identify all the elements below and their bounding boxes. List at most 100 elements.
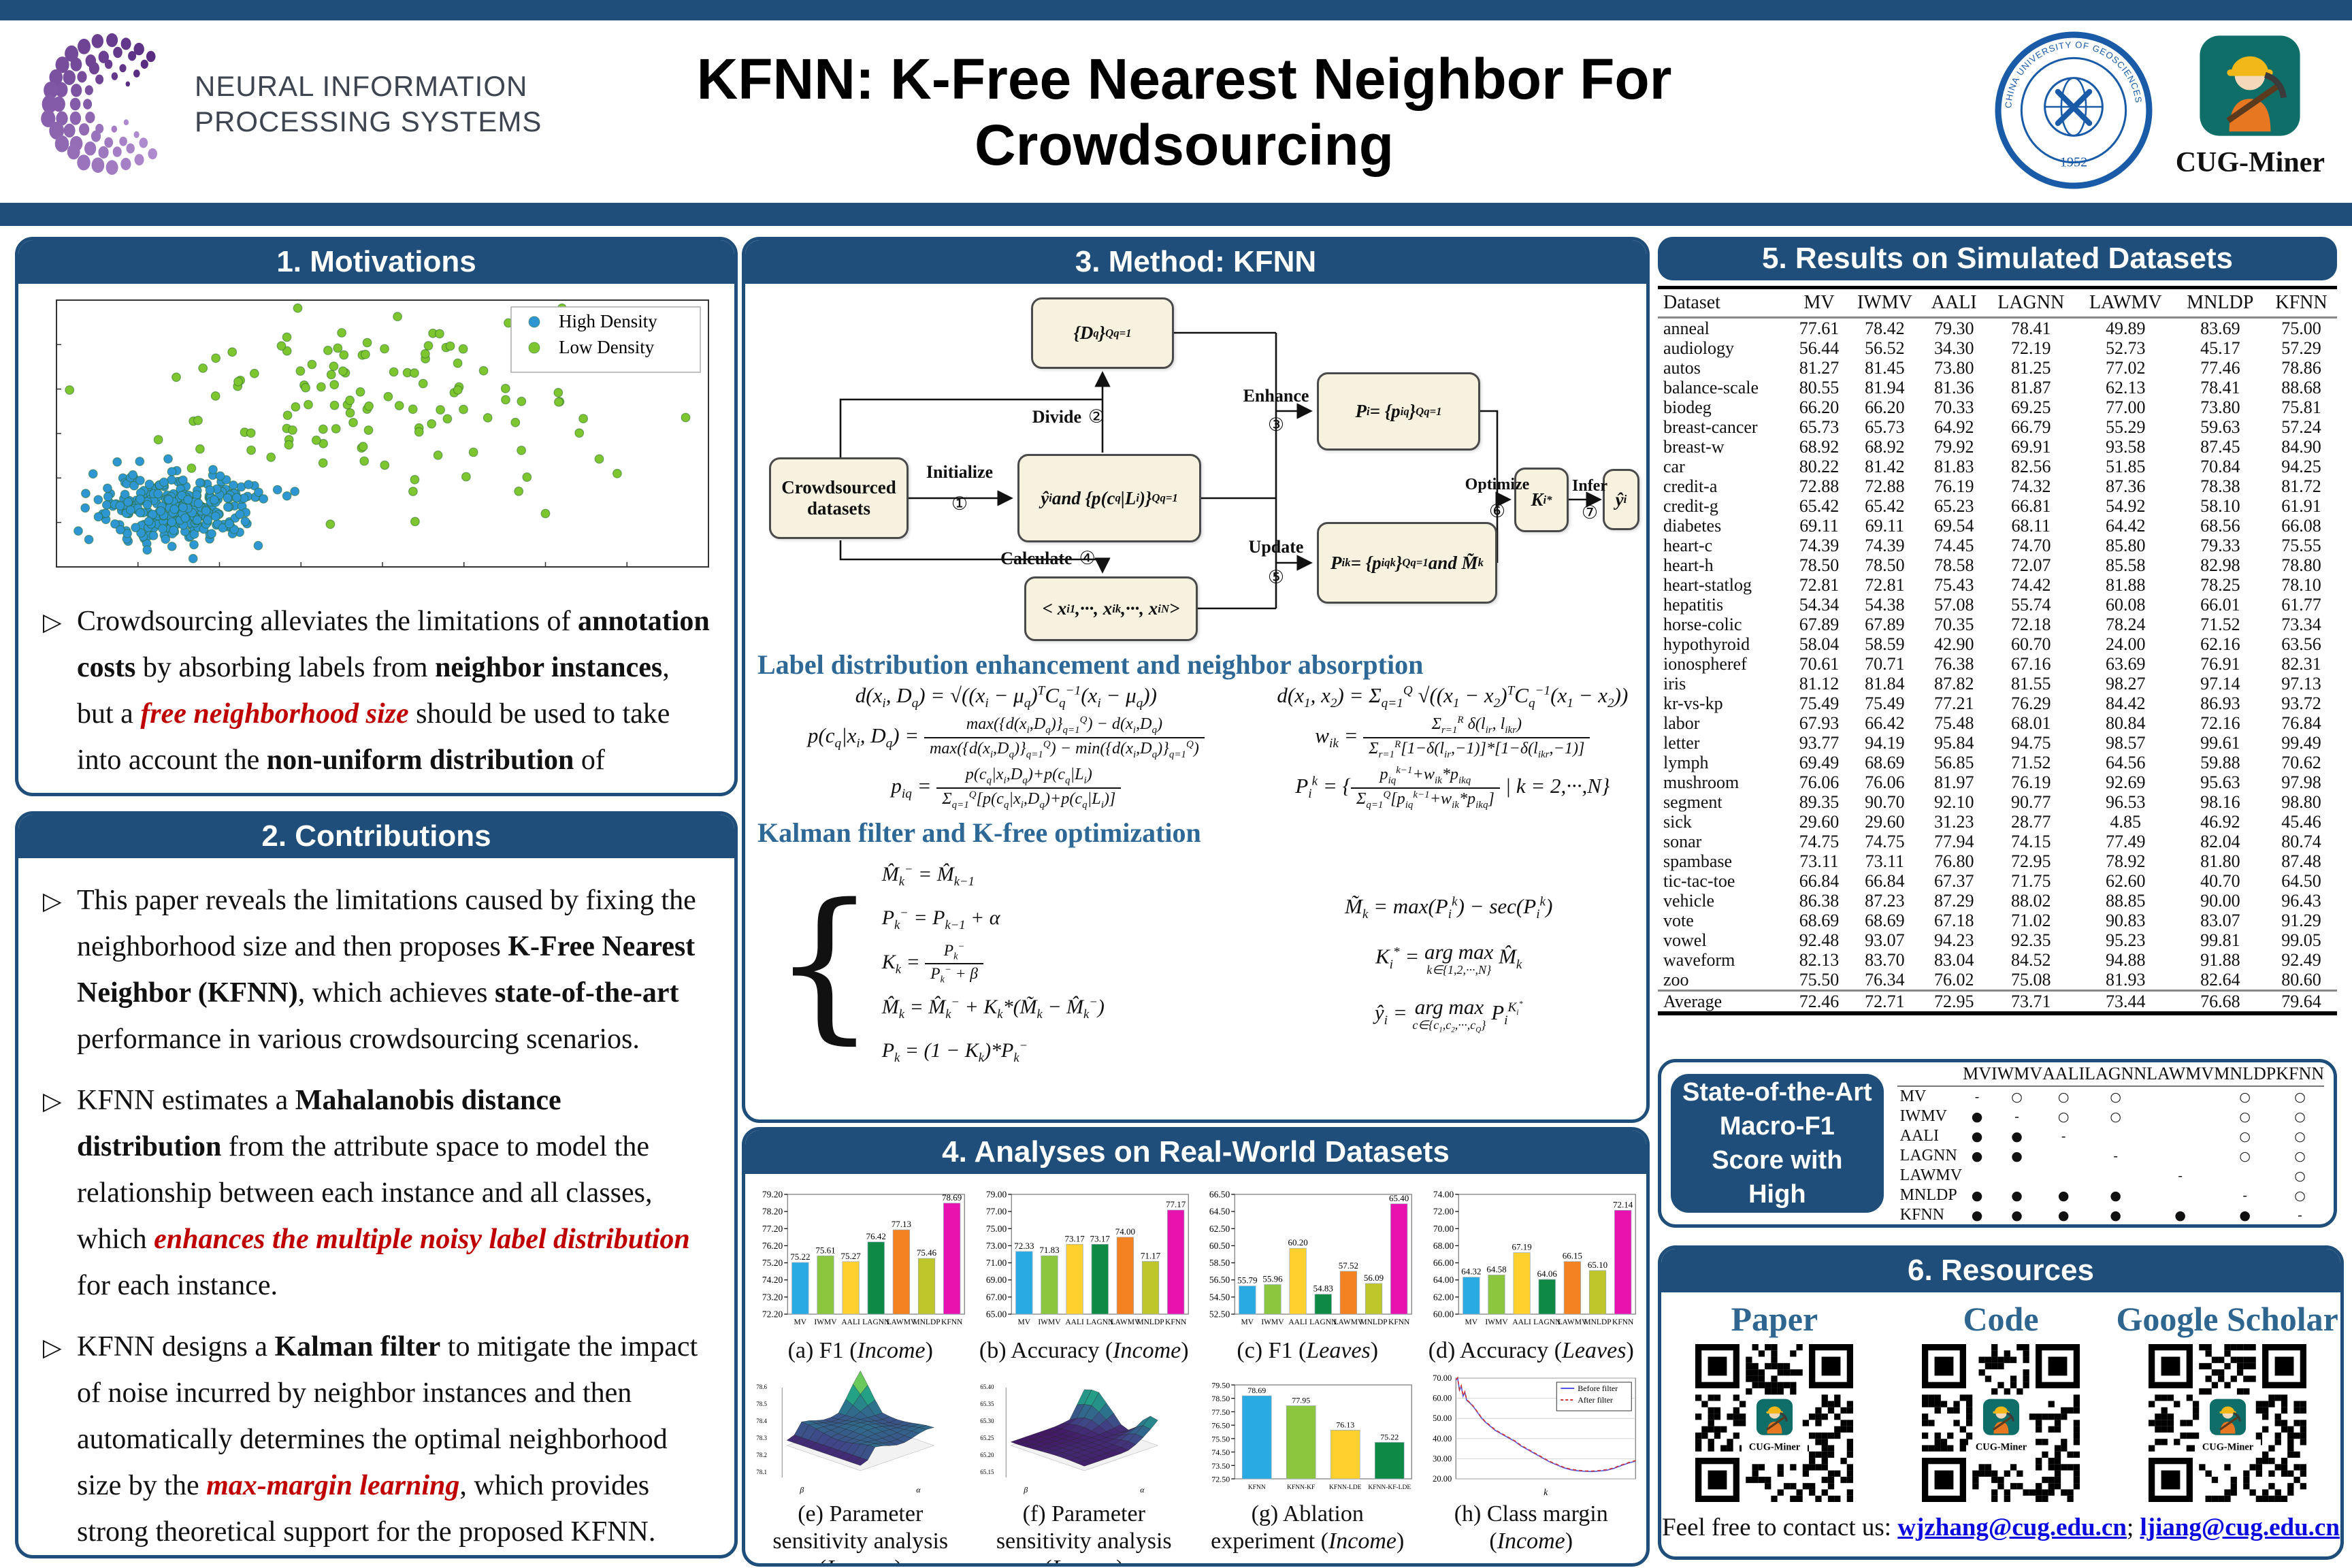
svg-text:55.96: 55.96 — [1262, 1274, 1283, 1284]
email-ljiang[interactable]: ljiang@cug.edu.cn — [2140, 1514, 2340, 1541]
equation: M̃k = max(Pik) − sec(Pik) — [1345, 894, 1553, 921]
svg-text:75.50: 75.50 — [1211, 1434, 1230, 1443]
svg-text:78.1: 78.1 — [756, 1469, 767, 1475]
panel-motivations: 1. Motivations High Density Low Density ▷… — [15, 237, 738, 796]
panel-resources: 6. Resources Paper Code Google Scholar C… — [1658, 1245, 2344, 1560]
equation: M̂k− = M̂k−1 — [881, 862, 975, 889]
table-row: letter 93.77 94.19 95.84 94.75 98.57 99.61 99.4… — [1663, 733, 2321, 753]
table-row: audiology 56.44 56.52 34.30 72.19 52.73 45.17 5… — [1663, 338, 2321, 358]
svg-text:72.00: 72.00 — [1433, 1207, 1454, 1217]
cug-miner-logo: CUG-Miner — [2176, 31, 2325, 179]
svg-text:KFNN-KF: KFNN-KF — [1287, 1484, 1315, 1491]
svg-text:LAGNN: LAGNN — [862, 1318, 890, 1326]
email-wjzhang[interactable]: wjzhang@cug.edu.cn — [1897, 1514, 2127, 1541]
svg-text:65.10: 65.10 — [1587, 1260, 1607, 1270]
svg-text:CUG-Miner: CUG-Miner — [2202, 1442, 2254, 1453]
svg-text:KFNN: KFNN — [941, 1318, 963, 1326]
svg-text:β: β — [799, 1485, 804, 1494]
chart-class-margin: 20.00 30.00 40.00 50.00 60.00 70.00 Before fil… — [1422, 1369, 1642, 1563]
lde-equations: d(xi, Dq) = √((xi − μq)TCq−1(xi − μq)) d… — [745, 682, 1646, 813]
svg-text:76.42: 76.42 — [866, 1231, 886, 1241]
significance-row: MNLDP ● ● ● ● - ○ — [1899, 1186, 2306, 1204]
svg-text:66.00: 66.00 — [1433, 1258, 1454, 1268]
svg-text:76.50: 76.50 — [1211, 1421, 1230, 1431]
svg-text:73.17: 73.17 — [1064, 1233, 1085, 1243]
svg-text:IWMV: IWMV — [1485, 1318, 1508, 1326]
bullet-arrow-icon: ▷ — [43, 1088, 62, 1115]
poster-header: NEURAL INFORMATION PROCESSING SYSTEMS KF… — [0, 20, 2352, 225]
section-title-results: 5. Results on Simulated Datasets — [1658, 237, 2337, 280]
svg-text:KFNN: KFNN — [1612, 1318, 1634, 1326]
table-row: heart-h 78.50 78.50 78.58 72.07 85.58 82.98 78.… — [1663, 555, 2321, 575]
method-subhead-lde: Label distribution enhancement and neigh… — [757, 649, 1424, 680]
significance-row: KFNN ● ● ● ● ● ● - — [1897, 1205, 2324, 1224]
table-row: anneal 77.61 78.42 79.30 78.41 49.89 83.69 75.0… — [1663, 318, 2321, 338]
svg-text:66.50: 66.50 — [1209, 1190, 1230, 1200]
table-row: autos 81.27 81.45 73.80 81.25 77.02 77.46 78.86 — [1663, 358, 2321, 378]
svg-text:76.20: 76.20 — [762, 1241, 783, 1251]
table-row: zoo 75.50 76.34 76.02 75.08 81.93 82.64 80.60 — [1663, 970, 2321, 990]
table-row: breast-w 68.92 68.92 79.92 69.91 93.58 87.45 84… — [1663, 437, 2321, 457]
neurips-logo-text: NEURAL INFORMATION PROCESSING SYSTEMS — [195, 70, 542, 137]
svg-text:AALI: AALI — [1065, 1318, 1084, 1326]
svg-text:20.00: 20.00 — [1433, 1474, 1452, 1484]
table-row: breast-cancer 65.73 65.73 64.92 66.79 55.29 59… — [1663, 417, 2321, 437]
chart-sensitivity-income: 78.1 78.2 78.3 78.4 78.5 78.6 α β (e) Parameter … — [751, 1369, 970, 1563]
svg-text:CUG-Miner: CUG-Miner — [1976, 1442, 2027, 1453]
svg-text:β: β — [1023, 1485, 1028, 1494]
svg-text:72.14: 72.14 — [1613, 1199, 1633, 1209]
svg-text:57.52: 57.52 — [1339, 1260, 1358, 1271]
svg-text:67.00: 67.00 — [985, 1292, 1007, 1302]
contribution-bullet: ▷ KFNN estimates a Mahalanobis distance … — [42, 1077, 711, 1309]
svg-text:64.58: 64.58 — [1486, 1264, 1506, 1274]
svg-text:74.50: 74.50 — [1211, 1448, 1230, 1457]
svg-text:CUG-Miner: CUG-Miner — [1749, 1442, 1801, 1453]
title-block: KFNN: K-Free Nearest Neighbor For Crowds… — [517, 46, 1851, 226]
equation: Pk = (1 − Kk)*Pk− — [881, 1038, 1028, 1065]
svg-text:72.50: 72.50 — [1211, 1475, 1230, 1484]
svg-text:54.83: 54.83 — [1313, 1284, 1333, 1294]
svg-text:73.20: 73.20 — [762, 1292, 783, 1302]
table-row: iris 81.12 81.84 87.82 81.55 98.27 97.14 97.13 — [1663, 674, 2321, 693]
table-row: horse-colic 67.89 67.89 70.35 72.18 78.24 71.5… — [1663, 615, 2321, 634]
svg-text:55.79: 55.79 — [1237, 1275, 1257, 1286]
table-row: balance-scale 80.55 81.94 81.36 81.87 62.13 78… — [1663, 378, 2321, 397]
table-row: tic-tac-toe 66.84 66.84 67.37 71.75 62.60 40.7… — [1663, 871, 2321, 891]
system-brace: { — [772, 868, 877, 1060]
neurips-swirl-icon — [41, 33, 157, 175]
svg-text:MV: MV — [1465, 1318, 1477, 1326]
svg-text:65.00: 65.00 — [985, 1309, 1007, 1320]
svg-text:LAGNN: LAGNN — [1533, 1318, 1561, 1326]
bullet-arrow-icon: ▷ — [43, 1334, 62, 1362]
significance-panel: Achieving State-of-the-Art Macro-F1 Scor… — [1658, 1059, 2337, 1228]
svg-text:52.50: 52.50 — [1209, 1309, 1230, 1320]
crossed-hammers-icon — [2055, 88, 2092, 127]
equation: Pk− = Pk−1 + α — [881, 906, 1000, 933]
svg-text:75.20: 75.20 — [762, 1258, 783, 1268]
svg-text:75.22: 75.22 — [790, 1252, 810, 1262]
table-row: segment 89.35 90.70 92.10 90.77 96.53 98.16 98.… — [1663, 792, 2321, 812]
motivation-bullet: ▷ Crowdsourcing alleviates the limitatio… — [42, 598, 711, 793]
chart-f1-income: 72.20 73.20 74.20 75.20 76.20 77.20 78.20 79.20… — [751, 1178, 970, 1365]
poster-title: KFNN: K-Free Nearest Neighbor For Crowds… — [696, 47, 1672, 177]
qr-code-google-scholar: CUG-Miner — [2148, 1344, 2306, 1502]
neurips-logo: NEURAL INFORMATION PROCESSING SYSTEMS — [39, 33, 542, 176]
table-row: hypothyroid 58.04 58.59 42.90 60.70 24.00 62.1… — [1663, 634, 2321, 654]
table-row: spambase 73.11 73.11 76.80 72.95 78.92 81.80 87… — [1663, 851, 2321, 871]
table-row: sonar 74.75 74.75 77.94 74.15 77.49 82.04 80.74 — [1663, 832, 2321, 851]
svg-text:67.19: 67.19 — [1512, 1242, 1531, 1252]
step-enhance: Enhance ③ — [1243, 386, 1309, 436]
section-title-resources: 6. Resources — [1661, 1249, 2340, 1292]
svg-text:KFNN: KFNN — [1388, 1318, 1410, 1326]
svg-text:72.20: 72.20 — [762, 1309, 783, 1320]
svg-text:71.17: 71.17 — [1140, 1250, 1160, 1260]
equation: ŷi = arg max c∈{c1,c2,···,cQ} PiKi* — [1374, 994, 1523, 1034]
svg-text:k: k — [1544, 1487, 1548, 1497]
panel-results: 5. Results on Simulated Datasets Dataset… — [1658, 237, 2337, 1015]
svg-text:62.50: 62.50 — [1209, 1224, 1230, 1234]
svg-text:60.00: 60.00 — [1433, 1309, 1454, 1320]
